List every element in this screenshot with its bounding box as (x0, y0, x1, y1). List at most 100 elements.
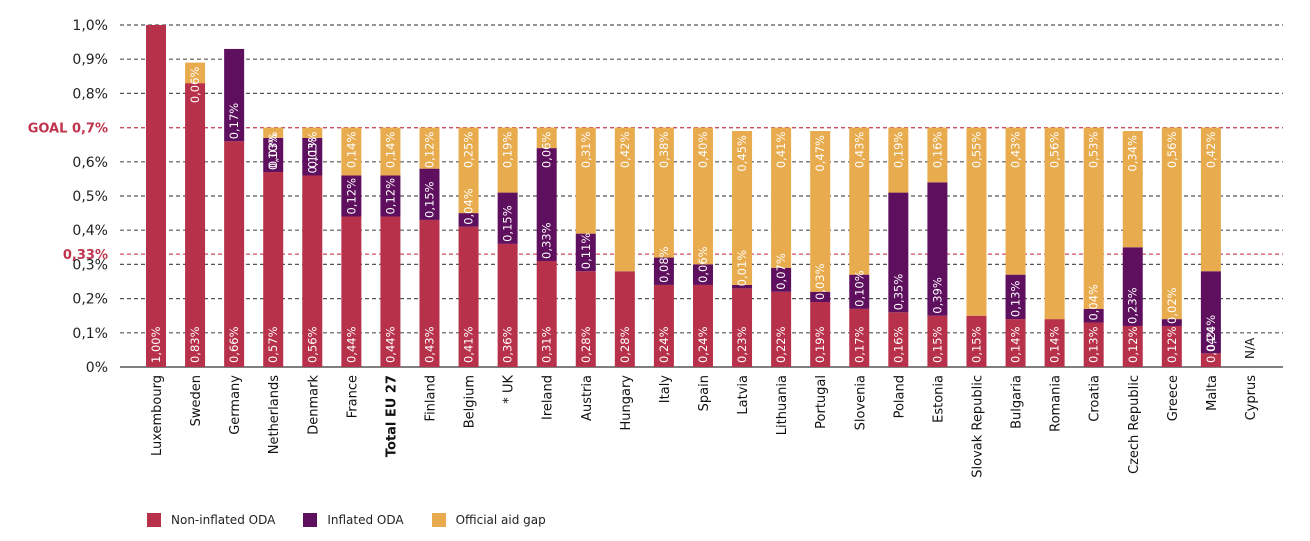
data-label: 0,01% (735, 250, 749, 287)
data-label: 0,57% (266, 326, 280, 363)
legend-label: Official aid gap (455, 513, 546, 527)
x-tick-label: Greece (1166, 375, 1181, 421)
data-label: 0,39% (930, 277, 944, 314)
data-label: 0,56% (1048, 132, 1062, 169)
bar-segment-non-inflated-oda (927, 315, 948, 367)
bar-segment-non-inflated-oda (1005, 319, 1026, 367)
bar-segment-official-aid-gap (497, 127, 518, 193)
bar-segment-official-aid-gap (1161, 127, 1182, 320)
bar-segment-non-inflated-oda (1044, 319, 1065, 367)
data-label: 0,56% (1165, 132, 1179, 169)
data-label: 0,14% (1009, 326, 1023, 363)
x-tick-label: Ireland (541, 375, 556, 420)
bar-segment-inflated-oda (732, 284, 753, 289)
bar-segment-official-aid-gap (380, 127, 401, 176)
legend-swatch-inflated-oda (303, 513, 318, 527)
y-axis: 0% 0,1% 0,2% 0,3% 0,4% 0,5% 0,6% 0,8% 0,9% 1,0% GO… (28, 18, 108, 376)
data-label: 0,10% (852, 270, 866, 307)
bar-segment-inflated-oda (302, 137, 323, 176)
reference-line-label: GOAL 0,7% (28, 122, 108, 137)
bar-segment-non-inflated-oda (888, 312, 909, 367)
x-tick-label: Slovak Republic (970, 375, 985, 478)
y-tick-label: 0% (86, 360, 108, 376)
data-label: 0,04% (462, 188, 476, 225)
reference-label-value: 0,7% (72, 122, 108, 137)
data-label: 0,03% (266, 132, 280, 169)
reference-label-prefix: GOAL (28, 122, 72, 137)
bar-segment-non-inflated-oda (419, 219, 440, 367)
bar-segment-non-inflated-oda (263, 172, 284, 367)
bar-segment-non-inflated-oda (497, 243, 518, 367)
reference-label-value: 0,33% (63, 248, 108, 263)
bars: 1,00% 0,83%0,06%0,66%0,17%0,57%0,10%0,03%… (146, 25, 1257, 367)
data-label: 0,17% (852, 326, 866, 363)
data-label: 0,41% (462, 326, 476, 363)
bar-segment-non-inflated-oda (380, 216, 401, 367)
bar-segment-inflated-oda (692, 264, 713, 285)
data-label: 0,53% (1087, 132, 1101, 169)
bar-segment-non-inflated-oda (1200, 353, 1221, 367)
y-tick-label: 0,3% (72, 257, 108, 273)
bar-segment-official-aid-gap (185, 62, 206, 84)
bar-segment-non-inflated-oda (614, 271, 635, 367)
data-label: 0,03% (813, 263, 827, 300)
data-label: 0,33% (540, 222, 554, 259)
x-tick-label: Hungary (619, 375, 634, 431)
bar-segment-inflated-oda (1122, 247, 1143, 326)
stacked-bar-chart: 0% 0,1% 0,2% 0,3% 0,4% 0,5% 0,6% 0,8% 0,9% 1,0% GO… (28, 18, 1283, 478)
bar-segment-official-aid-gap (849, 127, 870, 275)
data-label: 0,43% (852, 132, 866, 169)
data-label: 0,19% (501, 132, 515, 169)
x-tick-label: Spain (697, 375, 712, 411)
bar-segment-non-inflated-oda (732, 288, 753, 367)
x-tick-label: Lithuania (775, 375, 790, 435)
data-label: 0,42% (618, 132, 632, 169)
x-tick-label: Denmark (306, 375, 321, 435)
data-label: 0,12% (422, 132, 436, 169)
y-tick-label: 0,8% (72, 86, 108, 102)
legend-swatch-non-inflated-oda (147, 513, 161, 527)
x-tick-label: Netherlands (267, 375, 282, 454)
data-label: 0,43% (422, 326, 436, 363)
data-label: 0,14% (344, 132, 358, 169)
data-label: 0,24% (657, 326, 671, 363)
bar-segment-official-aid-gap (458, 127, 479, 214)
legend: Non-inflated ODA Inflated ODA Official a… (147, 513, 546, 527)
x-tick-label: Slovenia (853, 375, 868, 430)
bar-segment-official-aid-gap (302, 127, 323, 138)
data-label: 0,13% (1009, 281, 1023, 318)
data-label: 0,14% (383, 132, 397, 169)
bar-segment-official-aid-gap (1005, 127, 1026, 275)
bar-segment-inflated-oda (341, 175, 362, 217)
legend-item-non-inflated-oda: Non-inflated ODA (147, 513, 275, 527)
bar-segment-official-aid-gap (1083, 127, 1104, 309)
data-label: 0,11% (305, 137, 319, 174)
bar-segment-inflated-oda (224, 48, 245, 142)
y-tick-label: 0,2% (72, 292, 108, 308)
data-label: 0,23% (735, 326, 749, 363)
bar-segment-official-aid-gap (341, 127, 362, 176)
x-tick-label: Belgium (463, 375, 478, 428)
bar-segment-inflated-oda (1083, 308, 1104, 323)
data-label: 0,14% (1048, 326, 1062, 363)
data-label: 0,83% (188, 326, 202, 363)
bar-segment-official-aid-gap (692, 127, 713, 265)
bar-segment-inflated-oda (497, 192, 518, 244)
bar-segment-non-inflated-oda (1161, 325, 1182, 367)
bar-segment-non-inflated-oda (458, 226, 479, 367)
x-axis: Luxembourg Sweden Germany Netherlands Denmar… (150, 375, 1259, 478)
legend-item-official-aid-gap: Official aid gap (431, 513, 546, 527)
data-label: 0,23% (1126, 287, 1140, 324)
data-label: 0,11% (579, 233, 593, 270)
bar-segment-official-aid-gap (653, 127, 674, 258)
data-label: 0,06% (696, 246, 710, 283)
bar-segment-non-inflated-oda (185, 83, 206, 367)
data-label: 0,15% (501, 205, 515, 242)
legend-swatch-official-aid-gap (431, 513, 446, 527)
data-label: 0,12% (1165, 326, 1179, 363)
data-label: 0,19% (813, 326, 827, 363)
bar-segment-inflated-oda (1005, 274, 1026, 320)
data-label: 0,36% (501, 326, 515, 363)
x-tick-label: Austria (580, 375, 595, 421)
x-tick-label: Total EU 27 (384, 375, 399, 457)
